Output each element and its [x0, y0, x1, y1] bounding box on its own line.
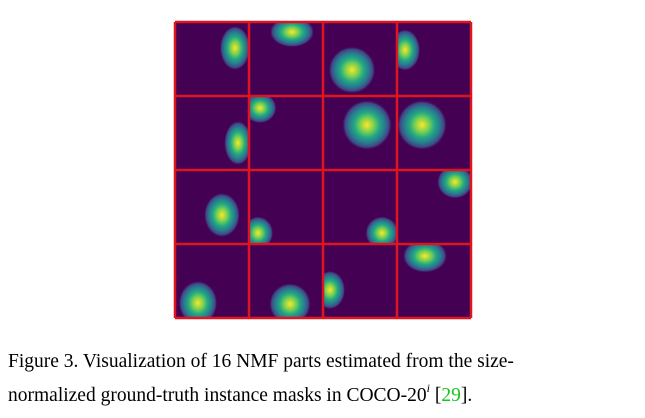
nmf-part [249, 216, 274, 244]
nmf-part [365, 216, 397, 244]
part-blob [402, 244, 448, 273]
part-blob [249, 96, 277, 124]
nmf-part [397, 29, 421, 71]
caption-text: normalized ground-truth instance masks i… [8, 385, 427, 406]
nmf-part [328, 46, 376, 94]
part-blob [328, 46, 376, 94]
part-blob [323, 270, 346, 310]
part-blob [269, 283, 311, 318]
nmf-part [397, 99, 448, 151]
part-blob [178, 280, 218, 318]
part-blob [219, 25, 249, 71]
part-blob [341, 99, 393, 151]
part-blob [269, 22, 315, 48]
nmf-part [323, 270, 346, 310]
part-blob [224, 120, 249, 166]
nmf-part [436, 170, 471, 199]
nmf-part [224, 120, 249, 166]
citation-link[interactable]: 29 [441, 385, 461, 406]
nmf-part [341, 99, 393, 151]
part-blob [203, 192, 241, 238]
nmf-part [269, 283, 311, 318]
nmf-part [402, 244, 448, 273]
caption-line: Figure 3. Visualization of 16 NMF parts … [8, 351, 514, 372]
part-blob [397, 29, 421, 71]
caption-text: [ [429, 385, 442, 406]
part-blob [436, 170, 471, 199]
caption: Figure 3. Visualization of 16 NMF parts … [8, 345, 640, 413]
part-blob [249, 216, 274, 244]
nmf-part [219, 25, 249, 71]
nmf-part [178, 280, 218, 318]
nmf-part [203, 192, 241, 238]
figure [173, 20, 473, 320]
caption-line: normalized ground-truth instance masks i… [8, 379, 640, 413]
part-blob [397, 99, 448, 151]
caption-text: ]. [460, 385, 473, 406]
nmf-part [249, 96, 277, 124]
nmf-part [269, 22, 315, 48]
superscript: i [426, 381, 430, 395]
part-blob [365, 216, 397, 244]
